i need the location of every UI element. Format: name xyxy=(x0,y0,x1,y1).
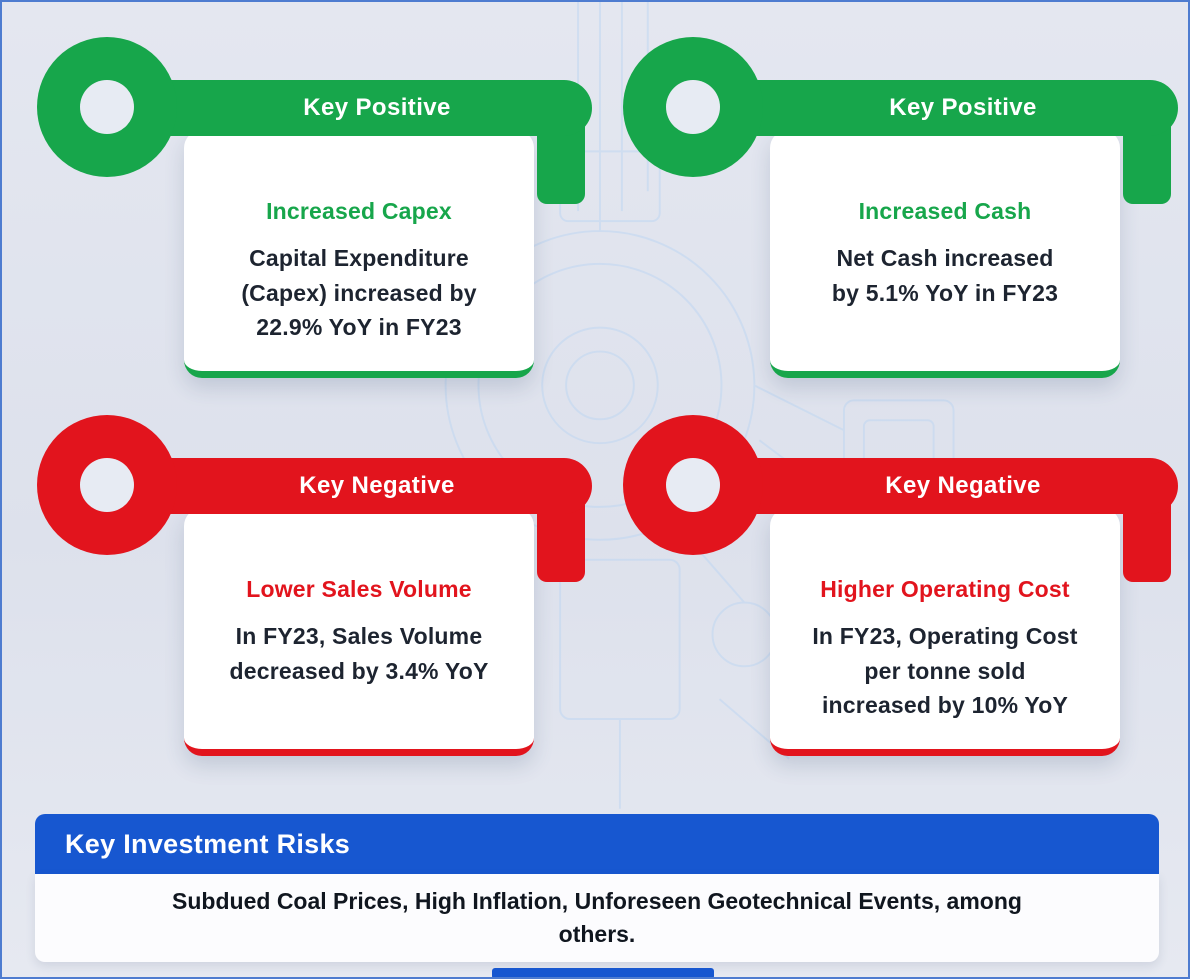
card-higher-operating-cost: Higher Operating Cost In FY23, Operating… xyxy=(770,508,1120,756)
card-lower-sales-volume: Lower Sales Volume In FY23, Sales Volume… xyxy=(184,508,534,756)
key-unit-increased-cash: Increased Cash Net Cash increased by 5.1… xyxy=(618,34,1178,384)
card-body: In FY23, Sales Volume decreased by 3.4% … xyxy=(229,623,489,684)
card-increased-capex: Increased Capex Capital Expenditure (Cap… xyxy=(184,130,534,378)
key-head-icon xyxy=(623,37,763,177)
card-title: Higher Operating Cost xyxy=(820,576,1070,602)
card-title: Increased Cash xyxy=(858,198,1032,224)
key-hole xyxy=(666,80,720,134)
key-header-label: Key Positive xyxy=(889,94,1037,121)
risks-body-box: Subdued Coal Prices, High Inflation, Unf… xyxy=(35,874,1159,962)
key-unit-increased-capex: Increased Capex Capital Expenditure (Cap… xyxy=(32,34,592,384)
bottom-accent-bar xyxy=(492,968,714,977)
key-shaft-icon: Key Positive xyxy=(102,80,592,136)
key-head-icon xyxy=(623,415,763,555)
key-header-label: Key Negative xyxy=(885,472,1041,499)
risks-title: Key Investment Risks xyxy=(65,828,351,859)
key-unit-lower-sales-volume: Lower Sales Volume In FY23, Sales Volume… xyxy=(32,412,592,762)
card-title: Increased Capex xyxy=(266,198,452,224)
card-increased-cash: Increased Cash Net Cash increased by 5.1… xyxy=(770,130,1120,378)
key-head-icon xyxy=(37,415,177,555)
key-shaft-icon: Key Positive xyxy=(688,80,1178,136)
key-head-icon xyxy=(37,37,177,177)
risks-body: Subdued Coal Prices, High Inflation, Unf… xyxy=(172,887,1022,947)
key-hole xyxy=(666,458,720,512)
key-hole xyxy=(80,80,134,134)
card-body: Capital Expenditure (Capex) increased by… xyxy=(241,245,477,340)
key-unit-higher-operating-cost: Higher Operating Cost In FY23, Operating… xyxy=(618,412,1178,762)
risks-banner: Key Investment Risks xyxy=(35,814,1159,874)
card-title: Lower Sales Volume xyxy=(246,576,472,602)
card-body: In FY23, Operating Cost per tonne sold i… xyxy=(812,623,1078,718)
card-body: Net Cash increased by 5.1% YoY in FY23 xyxy=(831,245,1059,306)
key-hole xyxy=(80,458,134,512)
key-header-label: Key Negative xyxy=(299,472,455,499)
key-header-label: Key Positive xyxy=(303,94,451,121)
